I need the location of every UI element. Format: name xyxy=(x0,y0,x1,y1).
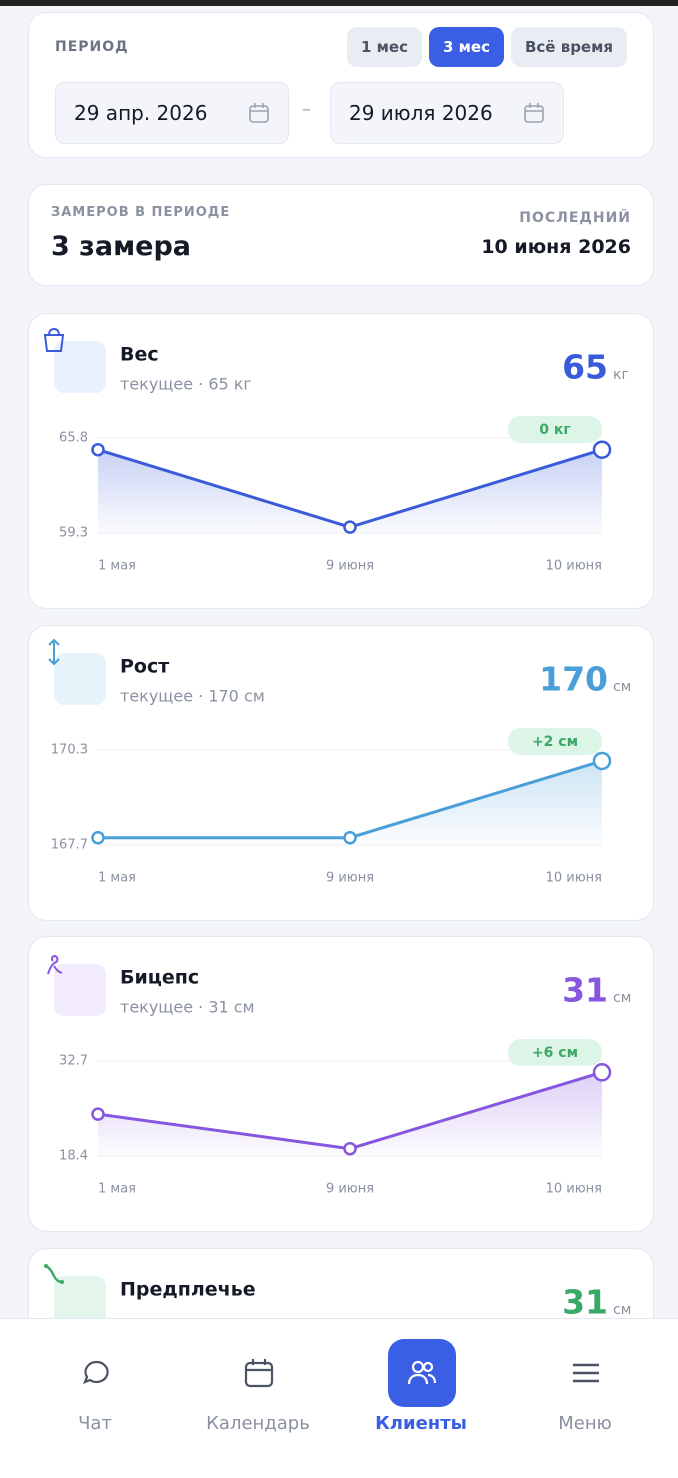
metric-unit: см xyxy=(613,1302,631,1318)
x-tick-label: 10 июня xyxy=(546,559,602,574)
area xyxy=(98,449,602,533)
metric-unit: см xyxy=(613,990,631,1006)
metric-current: 65 xyxy=(562,348,608,387)
metric-current: 31 xyxy=(562,971,608,1010)
metric-icon-bg xyxy=(54,653,106,705)
x-tick-label: 1 мая xyxy=(98,559,136,574)
delta-badge: +6 см xyxy=(532,1045,578,1061)
delta-badge: +2 см xyxy=(532,734,578,750)
period-label: ПЕРИОД xyxy=(55,39,129,55)
calendar-nav-icon xyxy=(244,1359,274,1388)
x-tick-label: 9 июня xyxy=(326,871,374,886)
card-bg xyxy=(28,936,654,1232)
metric-icon xyxy=(43,327,65,352)
metric-card: Рост текущее · 170 см 170 см 167.7 170.3 +2 см… xyxy=(28,625,654,921)
summary-count: 3 замера xyxy=(51,231,192,262)
period-option[interactable]: Всё время xyxy=(510,27,627,67)
x-tick-label: 1 мая xyxy=(98,871,136,886)
status-strip xyxy=(0,0,678,6)
bottom-nav: Чат Календарь Клиенты Меню xyxy=(0,1318,678,1478)
metric-icon xyxy=(44,1264,64,1284)
date-dash: – xyxy=(302,99,311,120)
metric-icon-bg xyxy=(54,341,106,393)
period-option[interactable]: 1 мес xyxy=(346,27,422,67)
card-bg xyxy=(28,625,654,921)
metric-icon-bg xyxy=(54,964,106,1016)
x-tick-label: 10 июня xyxy=(546,1182,602,1197)
metric-card: Бицепс текущее · 31 см 31 см 18.4 32.7 +6 см 1 … xyxy=(28,936,654,1232)
y-tick-label: 170.3 xyxy=(51,743,88,758)
point xyxy=(343,1141,357,1156)
metric-unit: см xyxy=(613,679,631,695)
y-tick-label: 32.7 xyxy=(59,1054,88,1069)
metric-card: Вес текущее · 65 кг 65 кг 59.3 65.8 0 кг 1 мая 9… xyxy=(28,313,654,609)
point xyxy=(91,1107,105,1121)
period-options: 1 мес 3 мес Всё время xyxy=(340,27,627,67)
metric-title: Рост xyxy=(120,656,169,678)
x-tick-label: 10 июня xyxy=(546,871,602,886)
nav-label[interactable]: Клиенты xyxy=(375,1413,467,1434)
y-tick-label: 59.3 xyxy=(59,526,88,541)
metric-title: Бицепс xyxy=(120,967,199,989)
metric-subtitle: текущее · 65 кг xyxy=(120,375,252,394)
metric-unit: кг xyxy=(613,367,629,383)
delta-badge-bg xyxy=(508,416,602,443)
metric-icon xyxy=(47,954,63,975)
nav-label[interactable]: Чат xyxy=(78,1413,112,1434)
y-tick-label: 65.8 xyxy=(59,431,88,446)
last-date: 10 июня 2026 xyxy=(481,236,631,258)
metric-current: 31 xyxy=(562,1283,608,1322)
metric-title: Предплечье xyxy=(120,1279,256,1301)
x-tick-label: 1 мая xyxy=(98,1182,136,1197)
clients-button[interactable] xyxy=(388,1339,456,1407)
point xyxy=(592,1063,612,1082)
x-tick-label: 9 июня xyxy=(326,559,374,574)
point xyxy=(91,830,105,845)
last-label: ПОСЛЕДНИЙ xyxy=(519,210,631,226)
area xyxy=(98,1072,602,1156)
metric-icon xyxy=(48,638,60,666)
delta-badge-bg xyxy=(508,728,602,755)
point xyxy=(91,442,105,457)
metric-subtitle: текущее · 31 см xyxy=(120,998,255,1017)
y-tick-label: 167.7 xyxy=(51,838,88,853)
nav-label[interactable]: Меню xyxy=(558,1413,612,1434)
period-option[interactable]: 3 мес xyxy=(428,27,504,67)
delta-badge-bg xyxy=(508,1039,602,1066)
x-tick-label: 9 июня xyxy=(326,1182,374,1197)
nav-label[interactable]: Календарь xyxy=(206,1413,310,1434)
date-to[interactable]: 29 июля 2026 xyxy=(330,82,564,144)
metric-current: 170 xyxy=(539,660,608,699)
point xyxy=(343,830,357,845)
delta-badge: 0 кг xyxy=(539,422,570,438)
clients-icon xyxy=(407,1360,437,1385)
date-from[interactable]: 29 апр. 2026 xyxy=(55,82,289,144)
point xyxy=(343,520,357,534)
summary-label: ЗАМЕРОВ В ПЕРИОДЕ xyxy=(51,205,231,220)
metric-subtitle: текущее · 170 см xyxy=(120,687,265,706)
summary-card: ЗАМЕРОВ В ПЕРИОДЕ 3 замера ПОСЛЕДНИЙ 10 … xyxy=(28,184,654,286)
metric-icon-bg xyxy=(54,1276,106,1328)
card-bg xyxy=(28,313,654,609)
metric-title: Вес xyxy=(120,344,159,366)
menu-icon xyxy=(573,1363,599,1383)
calendar-icon xyxy=(524,103,544,123)
y-tick-label: 18.4 xyxy=(59,1149,88,1164)
chat-icon xyxy=(83,1360,109,1384)
calendar-icon xyxy=(249,103,269,123)
period-card: ПЕРИОД 1 мес 3 мес Всё время 29 апр. 2026 … xyxy=(28,12,654,158)
date-to-text: 29 июля 2026 xyxy=(349,101,493,125)
area xyxy=(98,760,602,845)
point xyxy=(592,440,612,459)
date-from-text: 29 апр. 2026 xyxy=(74,101,208,125)
point xyxy=(592,751,612,771)
